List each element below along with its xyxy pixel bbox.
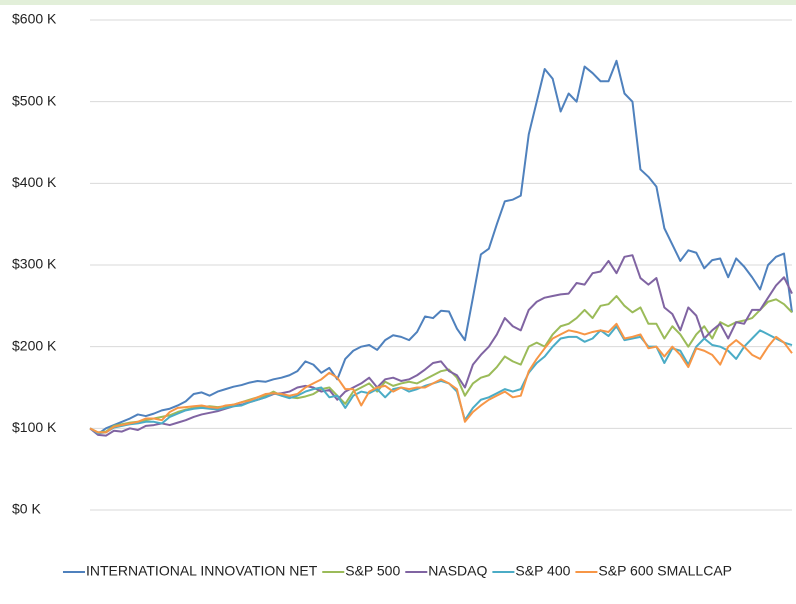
y-tick-label: $400 K [12, 174, 57, 190]
legend-label: NASDAQ [428, 563, 487, 579]
legend-label: S&P 500 [345, 563, 400, 579]
line-series [89, 322, 793, 434]
y-tick-label: $500 K [12, 92, 57, 108]
line-series [89, 254, 793, 437]
y-tick-label: $600 K [12, 11, 57, 27]
legend-label: S&P 600 SMALLCAP [598, 563, 732, 579]
y-tick-label: $100 K [12, 419, 57, 435]
y-tick-label: $0 K [12, 501, 41, 517]
line-series [89, 59, 793, 436]
top-strip [0, 0, 796, 5]
y-tick-label: $300 K [12, 256, 57, 272]
legend-label: INTERNATIONAL INNOVATION NET [86, 563, 318, 579]
y-tick-label: $200 K [12, 337, 57, 353]
legend-label: S&P 400 [515, 563, 570, 579]
